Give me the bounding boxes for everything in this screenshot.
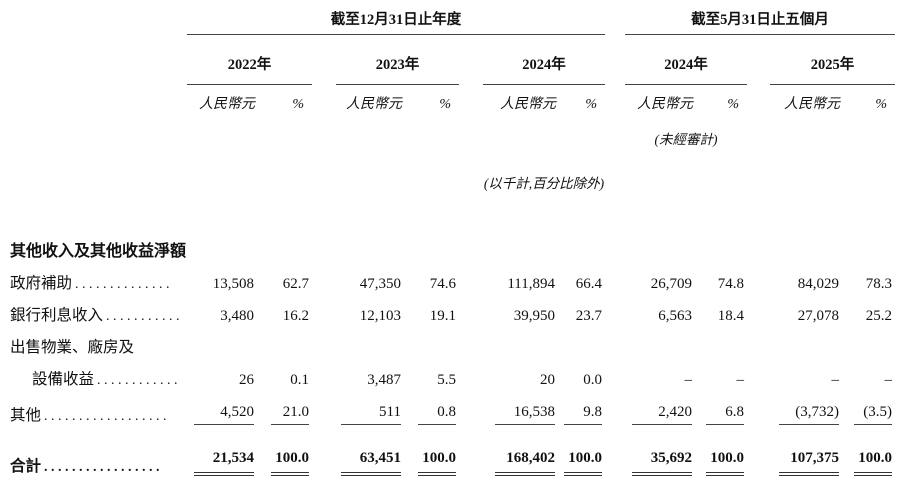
total-value-cell: 100.0 — [404, 428, 459, 480]
dot-leader: ........... — [106, 309, 184, 324]
dot-leader: .................. — [44, 409, 171, 424]
currency-label: 人民幣元 — [637, 97, 693, 112]
units-note-row: (以千計,百分比除外) — [0, 151, 895, 195]
value-cell: 0.0 — [583, 372, 602, 388]
value-cell: 4,520 — [187, 393, 257, 428]
column-label-row: 人民幣元 % 人民幣元 % 人民幣元 % 人民幣元 % 人民幣元 % — [0, 85, 895, 116]
row-label: 出售物業、廠房及 — [10, 339, 135, 356]
currency-label: 人民幣元 — [500, 97, 556, 112]
spacer-row — [0, 195, 895, 231]
unaudited-note: (未經審計) — [654, 132, 718, 147]
table-row-others: 其他.................. 4,520 21.0 511 0.8 … — [0, 393, 895, 428]
value-cell: – — [884, 372, 893, 388]
value-cell: 47,350 — [359, 276, 401, 292]
value-cell: – — [736, 372, 745, 388]
group-header-annual: 截至12月31日止年度 — [187, 0, 605, 35]
value-cell: 5.5 — [437, 372, 456, 388]
units-note: (以千計,百分比除外) — [483, 176, 605, 191]
table-row-bank-interest: 銀行利息收入........... 3,480 16.2 12,103 19.1… — [0, 297, 895, 329]
total-value-cell: 100.0 — [257, 428, 312, 480]
table-row-government-grants: 政府補助.............. 13,508 62.7 47,350 74… — [0, 265, 895, 297]
value-cell: 21.0 — [257, 393, 312, 428]
dot-leader: ................. — [44, 460, 164, 475]
percent-label: % — [439, 97, 451, 112]
table-row-equipment-gains: 設備收益............ 26 0.1 3,487 5.5 20 0.0… — [0, 361, 895, 393]
year-header-2025: 2025年 — [770, 34, 896, 85]
row-label: 政府補助.............. — [10, 275, 174, 292]
table-row-disposal-line1: 出售物業、廠房及 — [0, 329, 895, 361]
value-cell: 27,078 — [797, 308, 839, 324]
value-cell: – — [831, 372, 840, 388]
section-title-row: 其他收入及其他收益淨額 — [0, 231, 895, 265]
period-group-header-row: 截至12月31日止年度 截至5月31日止五個月 — [0, 0, 896, 35]
value-cell: 26,709 — [650, 276, 692, 292]
dot-leader: .............. — [75, 277, 174, 292]
value-cell: 3,480 — [220, 308, 254, 324]
total-value-cell: 35,692 — [625, 428, 695, 480]
value-cell: 20 — [540, 372, 555, 388]
total-value-cell: 63,451 — [336, 428, 404, 480]
value-cell: 23.7 — [575, 308, 602, 324]
dot-leader: ............ — [97, 373, 182, 388]
value-cell: 3,487 — [367, 372, 401, 388]
value-cell: 74.6 — [429, 276, 456, 292]
group-header-five-months: 截至5月31日止五個月 — [625, 0, 896, 35]
value-cell: 0.8 — [404, 393, 459, 428]
year-header-2024: 2024年 — [483, 34, 605, 85]
row-label: 其他.................. — [10, 407, 171, 424]
value-cell: 19.1 — [429, 308, 456, 324]
currency-label: 人民幣元 — [346, 97, 402, 112]
percent-label: % — [292, 97, 304, 112]
percent-label: % — [727, 97, 739, 112]
year-header-2022: 2022年 — [187, 34, 312, 85]
value-cell: 12,103 — [359, 308, 401, 324]
percent-label: % — [875, 97, 888, 112]
year-header-2023: 2023年 — [336, 34, 459, 85]
percent-label: % — [585, 97, 597, 112]
value-cell: 66.4 — [575, 276, 602, 292]
value-cell: 0.1 — [290, 372, 309, 388]
value-cell: (3.5) — [842, 393, 895, 428]
table-row-total: 合計................. 21,534 100.0 63,451 … — [0, 428, 895, 480]
total-value-cell: 21,534 — [187, 428, 257, 480]
year-header-row: 2022年 2023年 2024年 2024年 2025年 — [0, 34, 896, 85]
value-cell: 511 — [336, 393, 404, 428]
value-cell: 84,029 — [797, 276, 839, 292]
value-cell: 16.2 — [282, 308, 309, 324]
value-cell: 9.8 — [558, 393, 605, 428]
value-cell: 111,894 — [507, 276, 555, 292]
year-header-2024-5m: 2024年 — [625, 34, 747, 85]
value-cell: 26 — [239, 372, 254, 388]
value-cell: 6,563 — [658, 308, 692, 324]
value-cell: – — [684, 372, 693, 388]
total-value-cell: 100.0 — [558, 428, 605, 480]
value-cell: 62.7 — [282, 276, 309, 292]
total-value-cell: 100.0 — [695, 428, 747, 480]
currency-label: 人民幣元 — [784, 97, 840, 112]
row-label: 銀行利息收入........... — [10, 307, 184, 324]
currency-label: 人民幣元 — [199, 97, 255, 112]
value-cell: 13,508 — [212, 276, 254, 292]
value-cell: 18.4 — [717, 308, 744, 324]
value-cell: (3,732) — [770, 393, 842, 428]
value-cell: 2,420 — [625, 393, 695, 428]
total-value-cell: 107,375 — [770, 428, 842, 480]
value-cell: 25.2 — [865, 308, 893, 324]
row-label: 合計................. — [10, 458, 164, 475]
total-value-cell: 100.0 — [842, 428, 895, 480]
total-value-cell: 168,402 — [483, 428, 558, 480]
value-cell: 74.8 — [717, 276, 744, 292]
value-cell: 16,538 — [483, 393, 558, 428]
value-cell: 39,950 — [513, 308, 555, 324]
section-title: 其他收入及其他收益淨額 — [10, 243, 187, 260]
value-cell: 6.8 — [695, 393, 747, 428]
unaudited-note-row: (未經審計) — [0, 115, 895, 151]
row-label: 設備收益............ — [32, 371, 182, 388]
value-cell: 78.3 — [865, 276, 893, 292]
